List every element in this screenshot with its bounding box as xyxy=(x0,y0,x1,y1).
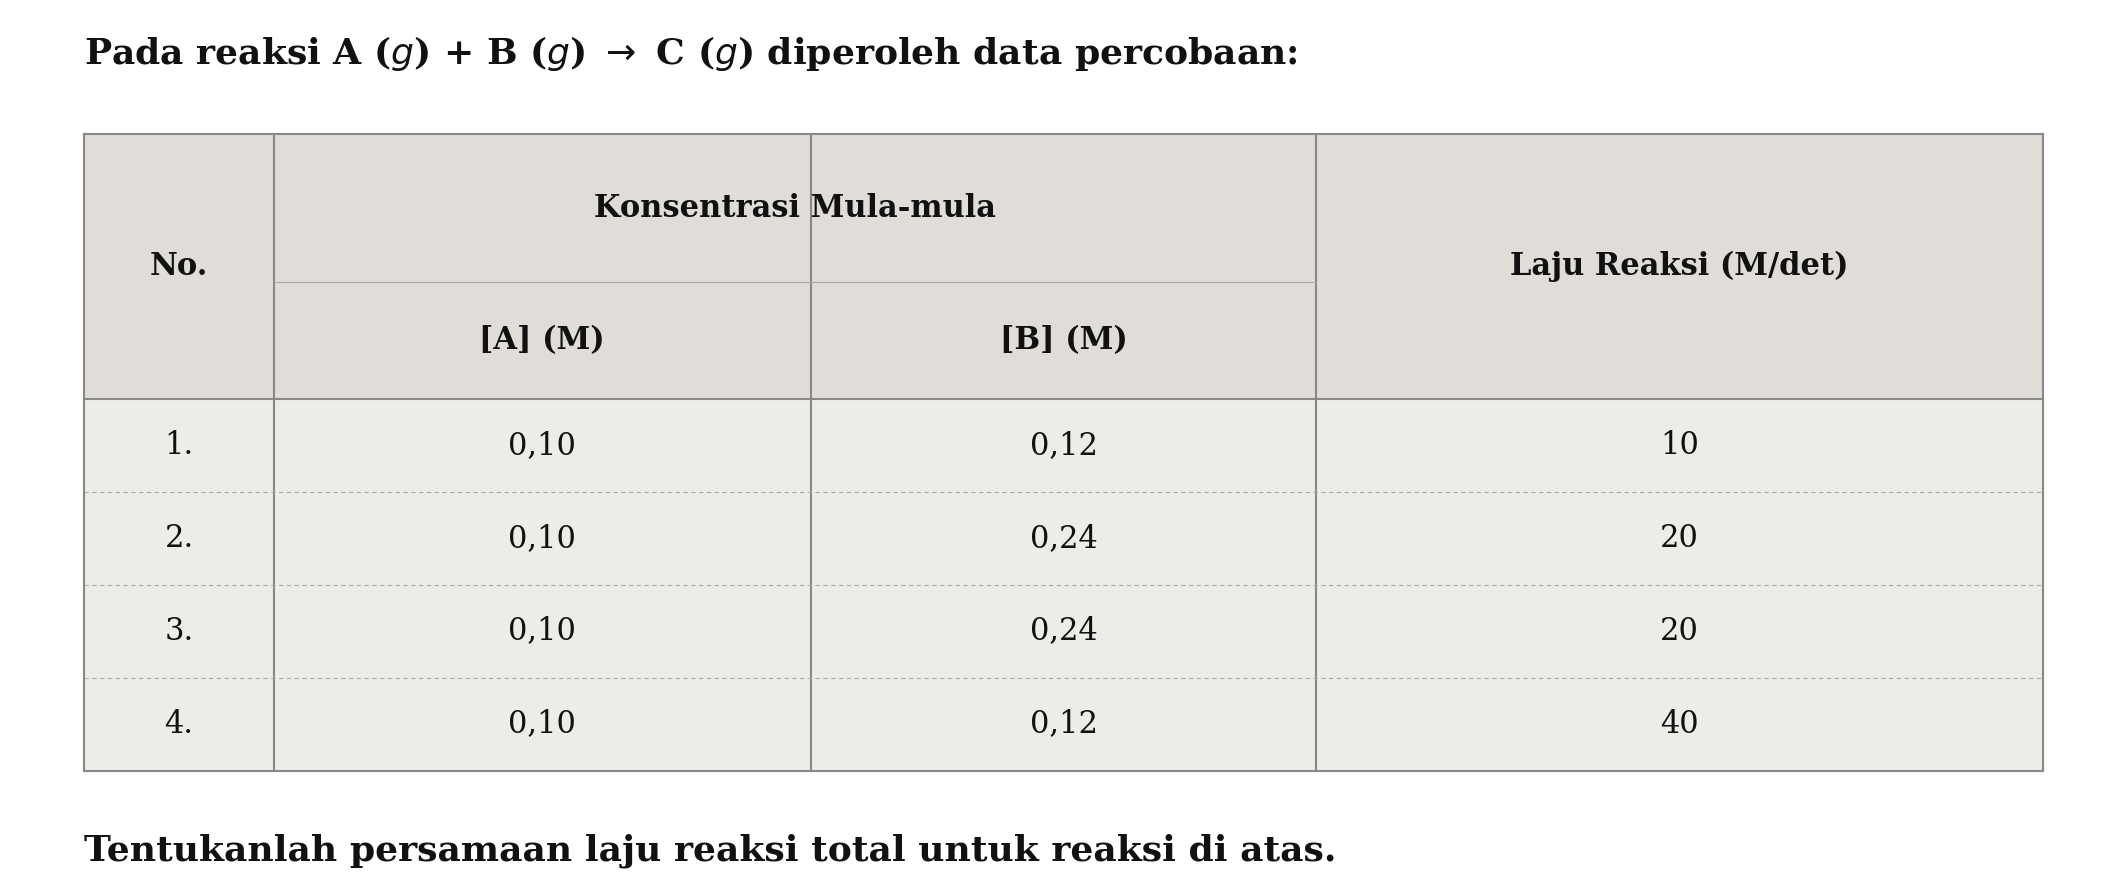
Text: 1.: 1. xyxy=(164,430,194,461)
Text: [B] (M): [B] (M) xyxy=(1000,325,1127,356)
Text: 0,24: 0,24 xyxy=(1030,616,1097,647)
Text: 20: 20 xyxy=(1660,522,1700,554)
Text: 0,10: 0,10 xyxy=(508,709,577,739)
Text: 0,10: 0,10 xyxy=(508,522,577,554)
Text: 0,12: 0,12 xyxy=(1030,709,1097,739)
Text: 0,24: 0,24 xyxy=(1030,522,1097,554)
Text: Tentukanlah persamaan laju reaksi total untuk reaksi di atas.: Tentukanlah persamaan laju reaksi total … xyxy=(84,834,1337,868)
Text: 0,10: 0,10 xyxy=(508,430,577,461)
Text: Laju Reaksi (M/det): Laju Reaksi (M/det) xyxy=(1510,251,1849,282)
Text: No.: No. xyxy=(150,251,208,282)
Text: 0,10: 0,10 xyxy=(508,616,577,647)
Text: 40: 40 xyxy=(1660,709,1700,739)
Text: 0,12: 0,12 xyxy=(1030,430,1097,461)
Text: Pada reaksi A ($g$) + B ($g$) $\rightarrow$ C ($g$) diperoleh data percobaan:: Pada reaksi A ($g$) + B ($g$) $\rightarr… xyxy=(84,34,1297,73)
Text: [A] (M): [A] (M) xyxy=(480,325,604,356)
Text: 10: 10 xyxy=(1660,430,1700,461)
Text: Konsentrasi Mula-mula: Konsentrasi Mula-mula xyxy=(594,193,996,224)
Text: 3.: 3. xyxy=(164,616,194,647)
Text: 20: 20 xyxy=(1660,616,1700,647)
Text: 4.: 4. xyxy=(164,709,194,739)
Text: 2.: 2. xyxy=(164,522,194,554)
